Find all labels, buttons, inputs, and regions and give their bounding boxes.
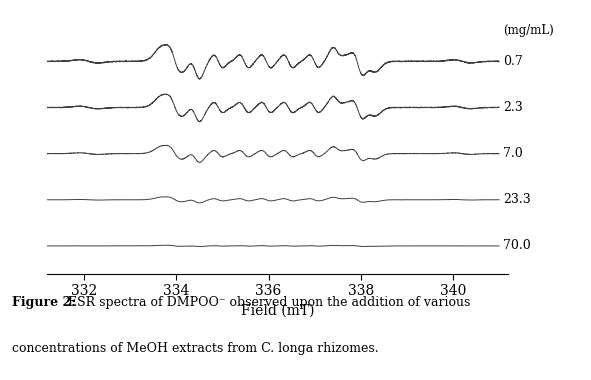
Text: 2.3: 2.3: [503, 101, 522, 114]
Text: concentrations of MeOH extracts from C. longa rhizomes.: concentrations of MeOH extracts from C. …: [12, 342, 378, 355]
Text: 0.7: 0.7: [503, 55, 522, 68]
Text: (mg/mL): (mg/mL): [503, 24, 554, 37]
X-axis label: Field (mT): Field (mT): [241, 304, 314, 318]
Text: 70.0: 70.0: [503, 239, 531, 252]
Text: 23.3: 23.3: [503, 193, 531, 206]
Text: 7.0: 7.0: [503, 147, 522, 160]
Text: ESR spectra of DMPOO⁻ observed upon the addition of various: ESR spectra of DMPOO⁻ observed upon the …: [68, 296, 470, 309]
Text: Figure 2:: Figure 2:: [12, 296, 76, 309]
